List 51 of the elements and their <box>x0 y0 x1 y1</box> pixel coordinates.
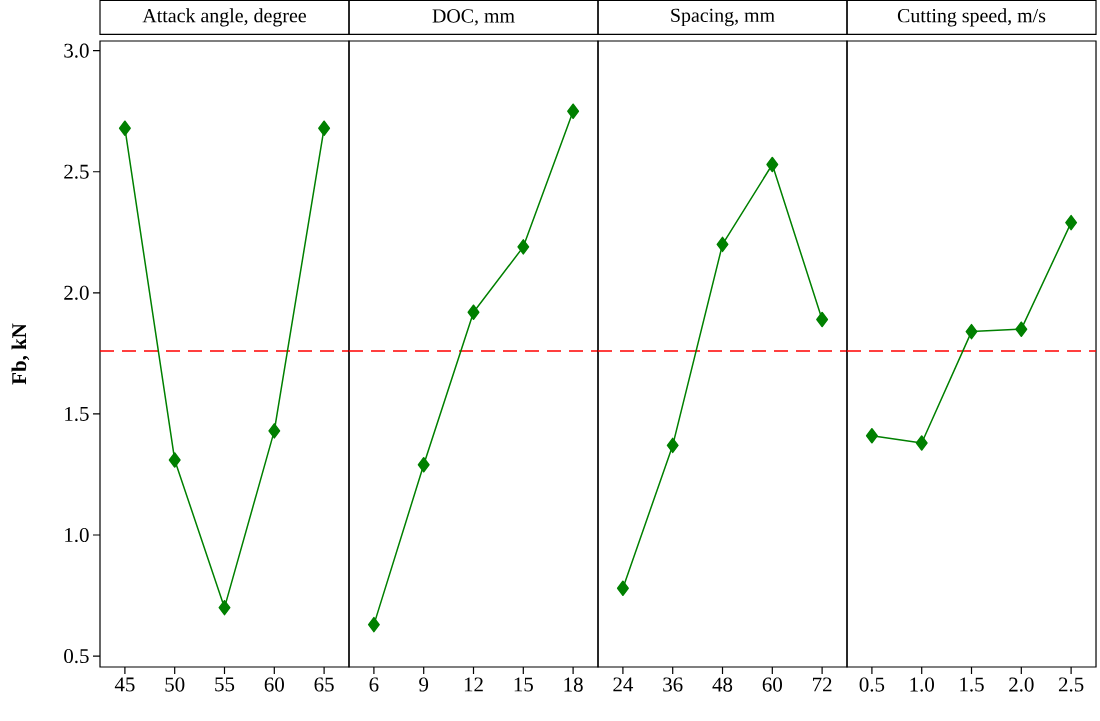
point <box>218 599 231 616</box>
x-tick-label: 1.0 <box>910 677 934 692</box>
x-tick-label: 45 <box>114 677 135 692</box>
chart-title: Spacing, mm <box>671 8 775 27</box>
x-tick-label: 15 <box>514 677 533 692</box>
y-tick-label: 0.5 <box>64 649 89 664</box>
chart-title: Cutting speed, m/s <box>897 8 1046 27</box>
x-tick-label: 12 <box>464 677 483 692</box>
y-tick-label: 1.0 <box>65 527 89 543</box>
x-tick-label: 55 <box>215 677 235 692</box>
point <box>517 239 530 255</box>
point <box>467 304 480 320</box>
point <box>766 156 779 173</box>
x-tick-label: 60 <box>264 677 284 692</box>
point <box>1015 321 1028 337</box>
y-axis-title: Fb, kN <box>11 323 30 385</box>
x-tick-label: 36 <box>663 677 683 692</box>
point <box>268 423 281 439</box>
x-tick-label: 1.5 <box>960 677 984 692</box>
point <box>118 120 131 136</box>
x-tick-label: 50 <box>165 677 185 692</box>
point <box>417 457 430 473</box>
x-tick-label: 24 <box>613 677 634 692</box>
point <box>716 236 729 253</box>
x-tick-label: 72 <box>813 677 832 692</box>
point <box>168 452 181 468</box>
point <box>567 103 580 119</box>
point <box>666 437 679 454</box>
y-tick-label: 1.5 <box>65 406 89 421</box>
x-tick-label: 48 <box>712 677 733 692</box>
point <box>367 616 380 633</box>
chart-title: DOC, mm <box>432 9 515 26</box>
point <box>1065 214 1078 231</box>
point <box>816 311 829 328</box>
x-tick-label: 9 <box>419 677 429 692</box>
point <box>616 580 629 597</box>
point <box>965 323 978 340</box>
y-tick-label: 3.0 <box>64 43 89 58</box>
point <box>865 427 878 444</box>
point <box>915 435 928 451</box>
chart-title: Attack angle, degree <box>142 8 306 27</box>
x-tick-label: 18 <box>564 677 583 692</box>
x-tick-label: 6 <box>369 677 379 692</box>
y-tick-label: 2.0 <box>64 285 89 300</box>
y-tick-label: 2.5 <box>64 164 89 179</box>
x-tick-label: 0.5 <box>859 677 885 692</box>
x-tick-label: 2.0 <box>1009 677 1034 692</box>
x-tick-label: 2.5 <box>1058 677 1084 692</box>
x-tick-label: 65 <box>314 677 334 692</box>
point <box>318 120 331 136</box>
x-tick-label: 60 <box>762 677 782 692</box>
